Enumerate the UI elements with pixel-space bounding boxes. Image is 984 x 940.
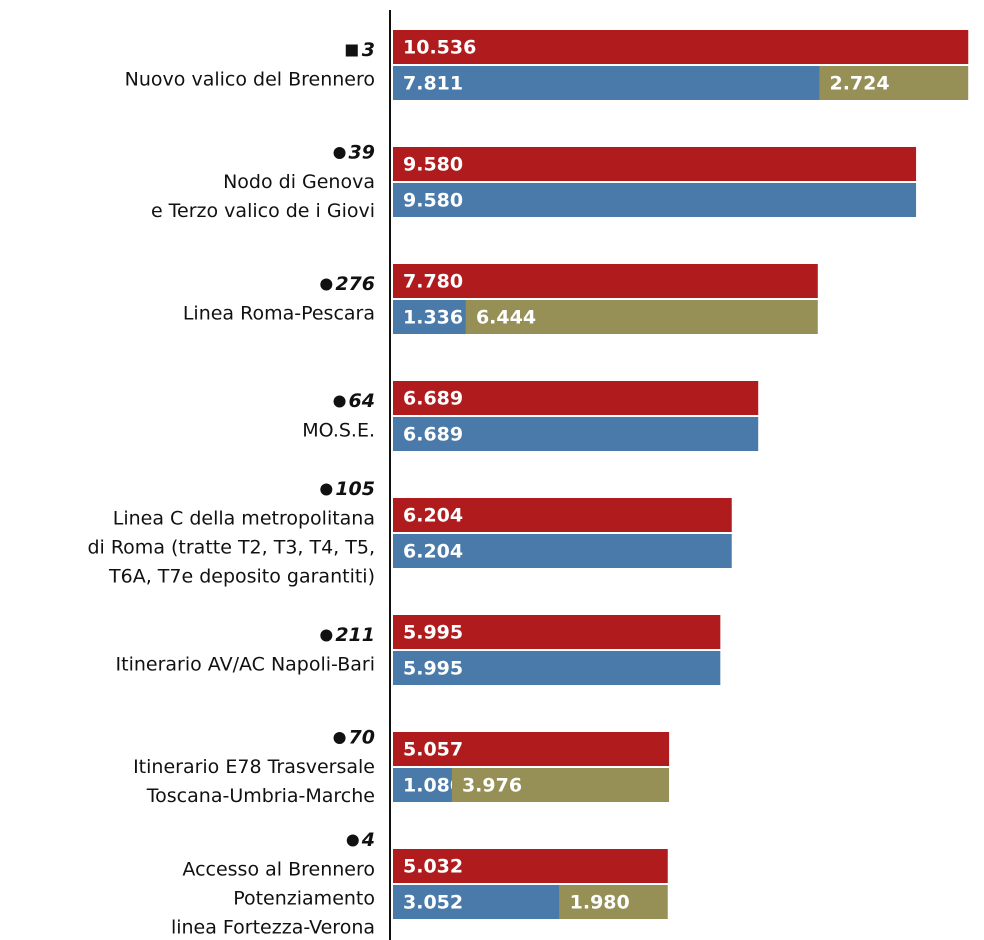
value-label: 9.580 — [403, 190, 463, 212]
id-marker — [333, 395, 346, 408]
bar — [393, 381, 759, 415]
value-label: 5.995 — [403, 658, 463, 680]
project-id: 3 — [362, 39, 375, 61]
value-label: 9.580 — [403, 154, 463, 176]
id-marker — [320, 483, 333, 496]
project-id: 70 — [349, 727, 375, 749]
category-label: Itinerario AV/AC Napoli-Bari — [116, 653, 375, 675]
value-label: 1.336 — [403, 307, 463, 329]
project-id: 276 — [335, 273, 375, 295]
value-label: 3.976 — [462, 775, 522, 797]
category-label: Accesso al Brennero Potenziamento linea Fo… — [171, 858, 375, 938]
id-marker — [320, 629, 333, 642]
category-label: Linea C della metropolitana di Roma (trat… — [87, 507, 375, 587]
category-label: MO.S.E. — [302, 419, 375, 441]
id-marker — [345, 44, 358, 57]
bar — [393, 264, 818, 298]
category-label: Itinerario E78 Trasversale Toscana-Umbria… — [133, 756, 375, 807]
bar — [393, 300, 466, 334]
value-label: 1.980 — [570, 892, 630, 914]
value-label: 6.204 — [403, 541, 463, 563]
id-marker — [333, 147, 346, 159]
bar — [393, 183, 917, 217]
value-label: 2.724 — [829, 73, 889, 95]
value-label: 6.689 — [403, 424, 463, 446]
bar — [393, 147, 917, 181]
project-id: 64 — [349, 390, 375, 412]
category-label: Linea Roma-Pescara — [183, 302, 375, 324]
bar — [393, 66, 820, 100]
value-label: 6.689 — [403, 388, 463, 410]
project-id: 211 — [335, 624, 375, 646]
project-id: 39 — [349, 142, 375, 164]
bar — [393, 885, 560, 919]
id-marker — [333, 732, 346, 744]
project-id: 105 — [335, 478, 375, 500]
bar — [393, 417, 759, 451]
value-label: 6.204 — [403, 505, 463, 527]
bar — [393, 768, 452, 802]
bar — [393, 732, 670, 766]
value-label: 6.444 — [476, 307, 536, 329]
project-id: 4 — [361, 829, 375, 851]
id-marker — [346, 834, 359, 847]
value-label: 10.536 — [403, 37, 476, 59]
category-label: Nuovo valico del Brennero — [125, 68, 375, 90]
bar — [393, 651, 721, 685]
bar — [465, 300, 818, 334]
bar — [819, 66, 969, 100]
id-marker — [320, 278, 333, 291]
bar — [559, 885, 668, 919]
value-label: 7.811 — [403, 73, 463, 95]
value-label: 3.052 — [403, 892, 463, 914]
bar — [393, 849, 668, 883]
bar — [393, 30, 969, 64]
value-label: 1.080 — [403, 775, 463, 797]
bar — [393, 498, 732, 532]
value-label: 5.995 — [403, 622, 463, 644]
bar — [393, 534, 732, 568]
category-label: Nodo di Genova e Terzo valico de i Giovi — [151, 171, 375, 222]
bar — [451, 768, 670, 802]
value-label: 5.057 — [403, 739, 463, 761]
value-label: 7.780 — [403, 271, 463, 293]
value-label: 5.032 — [403, 856, 463, 878]
bar — [393, 615, 721, 649]
